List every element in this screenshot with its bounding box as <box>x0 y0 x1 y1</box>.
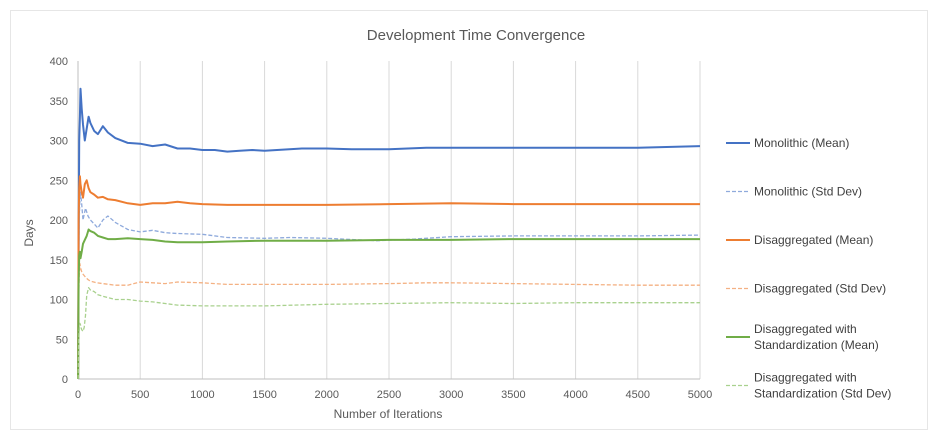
chart-title: Development Time Convergence <box>367 27 585 44</box>
y-tick-label: 350 <box>50 96 68 108</box>
x-tick-label: 3000 <box>439 389 463 401</box>
axes: 0 500 1000 1500 2000 2500 3000 3500 4000 4500 5000… <box>50 56 713 401</box>
legend-label: Monolithic (Std Dev) <box>754 185 862 199</box>
series-line-1 <box>77 87 701 380</box>
series-line-5 <box>77 228 700 380</box>
chart-frame: Development Time Convergence 0 500 1000 150… <box>10 10 928 430</box>
legend: Monolithic (Mean) Monolithic (Std Dev) Dis… <box>726 136 891 401</box>
y-tick-label: 400 <box>50 56 68 68</box>
y-tick-label: 0 <box>62 374 68 386</box>
y-tick-label: 50 <box>56 334 68 346</box>
series-lines <box>77 87 701 380</box>
x-tick-label: 5000 <box>688 389 712 401</box>
legend-label: Disaggregated with <box>754 371 857 385</box>
gridlines <box>139 61 701 379</box>
legend-label: Disaggregated with <box>754 322 857 336</box>
legend-item-5: Disaggregated with Standardization (Mean) <box>726 322 879 352</box>
chart-canvas: Development Time Convergence 0 500 1000 150… <box>22 27 891 421</box>
y-tick-label: 150 <box>50 255 68 267</box>
y-tick-label: 250 <box>50 175 68 187</box>
x-axis-title: Number of Iterations <box>334 407 443 421</box>
legend-label: Monolithic (Mean) <box>754 136 849 150</box>
y-tick-label: 200 <box>50 215 68 227</box>
y-tick-label: 100 <box>50 295 68 307</box>
x-tick-label: 0 <box>75 389 81 401</box>
legend-label: Disaggregated (Std Dev) <box>754 282 886 296</box>
x-tick-label: 4000 <box>563 389 587 401</box>
x-tick-label: 3500 <box>501 389 525 401</box>
legend-item-1: Monolithic (Mean) <box>726 136 849 150</box>
legend-label: Standardization (Mean) <box>754 338 879 352</box>
x-tick-label: 1500 <box>252 389 276 401</box>
series-line-4 <box>77 263 700 380</box>
legend-item-4: Disaggregated (Std Dev) <box>726 282 886 296</box>
legend-item-6: Disaggregated with Standardization (Std D… <box>726 371 891 401</box>
x-tick-label: 4500 <box>626 389 650 401</box>
legend-label: Standardization (Std Dev) <box>754 387 891 401</box>
y-tick-label: 300 <box>50 136 68 148</box>
series-line-3 <box>77 175 700 380</box>
x-tick-label: 2000 <box>315 389 339 401</box>
y-axis-title: Days <box>22 219 36 246</box>
x-tick-label: 500 <box>131 389 149 401</box>
legend-label: Disaggregated (Mean) <box>754 233 873 247</box>
series-line-6 <box>77 286 700 380</box>
legend-item-2: Monolithic (Std Dev) <box>726 185 862 199</box>
x-tick-label: 2500 <box>377 389 401 401</box>
x-tick-label: 1000 <box>190 389 214 401</box>
legend-item-3: Disaggregated (Mean) <box>726 233 873 247</box>
